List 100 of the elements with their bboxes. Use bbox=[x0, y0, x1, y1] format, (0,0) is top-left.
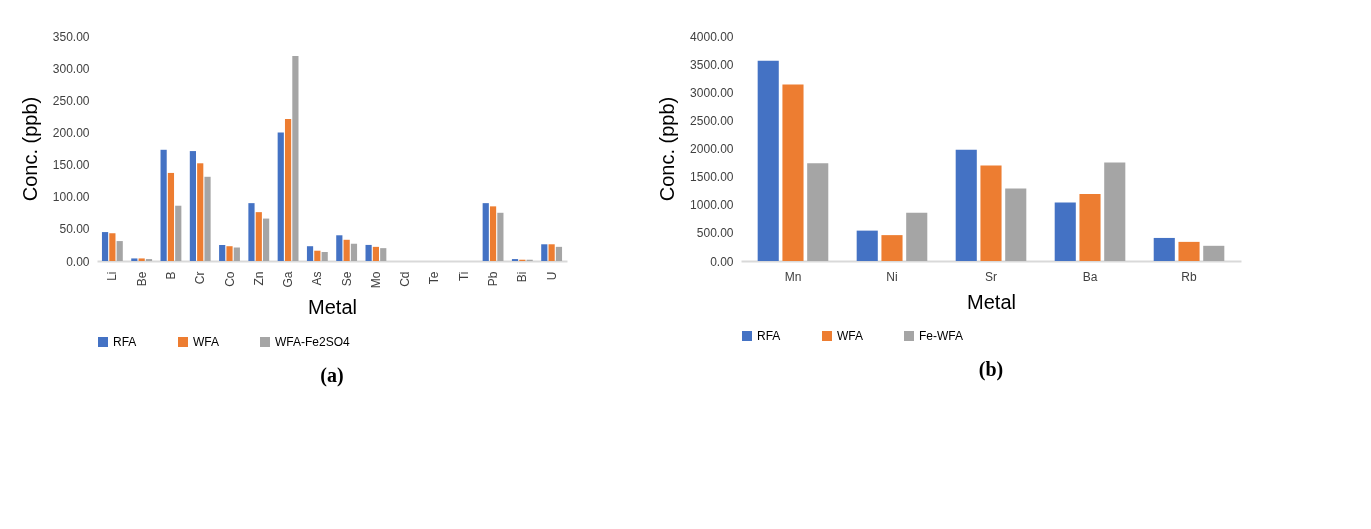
bar bbox=[255, 212, 262, 261]
bar bbox=[343, 239, 350, 261]
bar bbox=[1203, 245, 1225, 261]
bar bbox=[284, 118, 292, 261]
bar bbox=[101, 232, 109, 261]
x-tick-label: Ga bbox=[281, 271, 296, 288]
bar bbox=[980, 165, 1002, 261]
bar bbox=[757, 60, 779, 261]
x-tick-label: Zn bbox=[251, 271, 266, 286]
bar bbox=[138, 258, 145, 261]
bar bbox=[482, 203, 489, 261]
bar bbox=[321, 252, 328, 261]
bar bbox=[555, 246, 563, 261]
bar bbox=[1104, 162, 1126, 261]
y-axis-title: Conc. (ppb) bbox=[18, 96, 41, 202]
bar bbox=[782, 84, 804, 261]
x-tick-label: Te bbox=[427, 271, 442, 285]
y-tick-label: 3500.00 bbox=[690, 57, 734, 72]
y-tick-label: 150.00 bbox=[52, 158, 90, 173]
y-tick-label: 100.00 bbox=[52, 190, 90, 205]
bar bbox=[277, 132, 284, 261]
legend-label: WFA bbox=[193, 335, 219, 349]
bar bbox=[306, 246, 314, 261]
x-tick-label: As bbox=[310, 271, 325, 286]
x-tick-label: Mo bbox=[368, 271, 383, 289]
x-tick-label: Cd bbox=[398, 271, 413, 287]
x-tick-label: Co bbox=[222, 271, 237, 287]
x-axis-title: Metal bbox=[967, 290, 1016, 313]
text: (b) bbox=[978, 358, 1004, 381]
bar bbox=[1153, 237, 1175, 261]
x-tick-label: Se bbox=[339, 271, 354, 287]
y-axis-title: Conc. (ppb) bbox=[656, 96, 679, 202]
y-tick-label: 250.00 bbox=[52, 93, 90, 108]
bar bbox=[263, 218, 270, 261]
bar bbox=[292, 55, 299, 261]
x-tick-label: Be bbox=[134, 271, 149, 287]
bar bbox=[1054, 202, 1076, 261]
x-tick-label: Pb bbox=[486, 271, 501, 287]
y-tick-label: 500.00 bbox=[696, 226, 734, 241]
bar bbox=[314, 250, 321, 261]
x-tick-label: B bbox=[163, 271, 178, 280]
bar bbox=[1079, 194, 1101, 261]
bar bbox=[219, 244, 226, 261]
x-tick-label: Li bbox=[105, 271, 120, 281]
y-tick-label: 1500.00 bbox=[690, 170, 734, 185]
x-tick-label: Cr bbox=[193, 271, 208, 285]
bar bbox=[175, 205, 182, 261]
y-tick-label: 2500.00 bbox=[690, 113, 734, 128]
bar bbox=[380, 248, 387, 261]
y-tick-label: 4000.00 bbox=[690, 29, 734, 44]
bar bbox=[248, 203, 255, 261]
x-tick-label: Ba bbox=[1082, 269, 1098, 284]
legend-label: RFA bbox=[113, 335, 137, 349]
y-tick-label: 200.00 bbox=[52, 125, 90, 140]
y-tick-label: 2000.00 bbox=[690, 142, 734, 156]
bar bbox=[116, 241, 123, 261]
x-tick-label: Mn bbox=[784, 269, 802, 284]
bar bbox=[204, 176, 211, 261]
legend-label: RFA bbox=[757, 329, 781, 343]
bar bbox=[336, 235, 343, 261]
bar bbox=[881, 235, 903, 261]
bar bbox=[1178, 241, 1200, 261]
x-tick-label: Ti bbox=[456, 271, 471, 282]
bar bbox=[497, 212, 504, 261]
bar bbox=[226, 246, 233, 261]
bar bbox=[1005, 188, 1027, 261]
text: (a) bbox=[320, 364, 344, 387]
bar bbox=[167, 172, 175, 261]
bar bbox=[541, 244, 548, 261]
y-tick-label: 1000.00 bbox=[690, 198, 734, 213]
bar bbox=[365, 244, 372, 261]
legend-label: WFA bbox=[837, 329, 863, 343]
x-tick-label: Rb bbox=[1181, 269, 1198, 284]
y-tick-label: 0.00 bbox=[710, 254, 734, 269]
bar bbox=[233, 247, 240, 261]
bar bbox=[131, 258, 138, 261]
x-tick-label: U bbox=[544, 271, 559, 281]
y-tick-label: 0.00 bbox=[66, 254, 90, 269]
bar bbox=[160, 149, 167, 261]
y-tick-label: 350.00 bbox=[52, 29, 90, 44]
bar bbox=[197, 163, 204, 261]
bar bbox=[109, 233, 116, 261]
bar bbox=[350, 243, 358, 261]
bar bbox=[856, 230, 878, 261]
bar bbox=[548, 244, 555, 261]
legend-label: Fe-WFA bbox=[919, 329, 963, 343]
bar bbox=[372, 246, 380, 261]
bar bbox=[807, 163, 829, 261]
x-axis-title: Metal bbox=[308, 296, 357, 319]
x-tick-label: Sr bbox=[985, 269, 997, 284]
bar bbox=[189, 151, 196, 261]
x-tick-label: Bi bbox=[515, 271, 530, 283]
y-tick-label: 50.00 bbox=[59, 222, 90, 237]
bar bbox=[955, 149, 977, 261]
x-tick-label: Ni bbox=[886, 269, 898, 284]
legend-label: WFA-Fe2SO4 bbox=[275, 335, 351, 349]
bar bbox=[906, 212, 928, 261]
bar bbox=[489, 206, 497, 261]
y-tick-label: 300.00 bbox=[52, 61, 90, 76]
y-tick-label: 3000.00 bbox=[690, 85, 734, 100]
